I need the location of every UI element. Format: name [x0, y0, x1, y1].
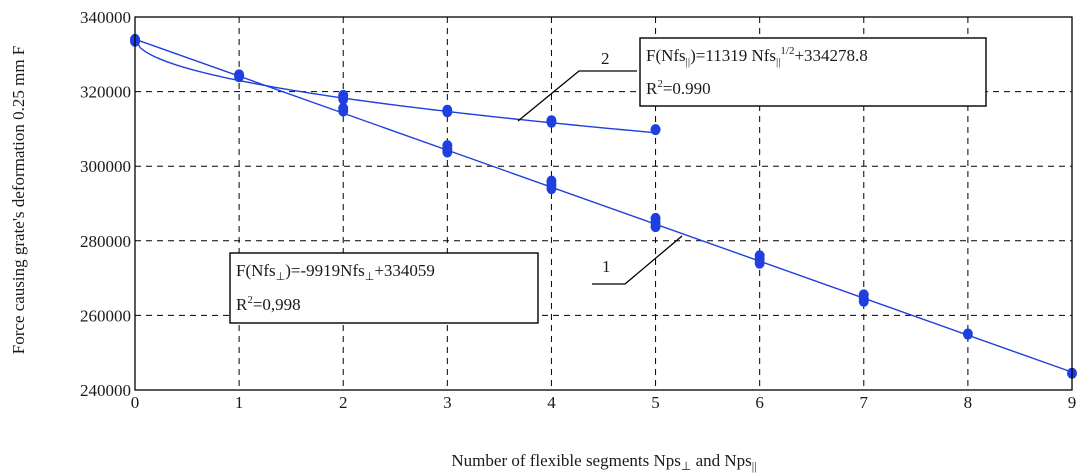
x-axis-title: Number of flexible segments Nps⊥ and Nps…: [451, 451, 756, 473]
series-1-label: 1: [592, 235, 683, 285]
plot-frame: [134, 16, 1073, 391]
series-1-data-point: [650, 221, 661, 233]
series-2-marker-label: 2: [601, 49, 610, 68]
equation-text: F(Nfs⊥)=-9919Nfs⊥+334059: [236, 261, 435, 283]
series-2-label: 2: [517, 49, 637, 122]
equation-box-series-1: F(Nfs⊥)=-9919Nfs⊥+334059 R2=0,998: [229, 252, 539, 324]
series-1-leader-line: [592, 235, 683, 285]
x-tick-label: 4: [547, 393, 556, 412]
equation-box-frame: [229, 252, 539, 324]
series-2-data-point: [234, 71, 245, 83]
series-1-data-point: [338, 105, 349, 117]
y-tick-label: 340000: [80, 8, 131, 27]
x-tick-label: 6: [755, 393, 764, 412]
grid-lines: [135, 17, 1072, 390]
series-1-data-point: [754, 257, 765, 269]
y-axis-title: Force causing grate's deformation 0.25 m…: [9, 46, 28, 355]
x-tick-label: 7: [860, 393, 869, 412]
series-1-data-point: [962, 328, 973, 340]
series-1-marker-label: 1: [602, 257, 611, 276]
series-2-leader-line: [517, 70, 637, 122]
x-tick-label: 9: [1068, 393, 1077, 412]
series-2-data-point: [442, 106, 453, 118]
x-tick-label: 3: [443, 393, 452, 412]
equation-text: F(Nfs||)=11319 Nfs||1/2+334278.8: [646, 45, 868, 68]
series-2-data-point: [650, 124, 661, 136]
y-tick-label: 300000: [80, 157, 131, 176]
x-tick-label: 8: [964, 393, 973, 412]
series-2-data-point: [546, 116, 557, 128]
equation-box-frame: [639, 37, 987, 107]
x-tick-label: 0: [131, 393, 140, 412]
r-squared-text: R2=0,998: [236, 294, 301, 314]
axes: 0 1 2 3 4 5 6 7 8 9 240000 260000 280000 300000 320000…: [80, 8, 1076, 412]
r-squared-text: R2=0.990: [646, 78, 711, 98]
y-tick-label: 260000: [80, 306, 131, 325]
series-1-fit-line: [134, 38, 1073, 373]
x-tick-label: 1: [235, 393, 244, 412]
series-2-fit-curve: [134, 38, 656, 134]
fit-curves: [134, 38, 1073, 373]
x-tick-label: 2: [339, 393, 348, 412]
series-1-data-point: [546, 183, 557, 195]
x-tick-label: 5: [651, 393, 660, 412]
y-tick-label: 280000: [80, 232, 131, 251]
equation-box-series-2: F(Nfs||)=11319 Nfs||1/2+334278.8 R2=0.99…: [639, 37, 987, 107]
data-points: [130, 33, 1077, 379]
y-tick-label: 320000: [80, 83, 131, 102]
series-1-data-point: [442, 146, 453, 158]
series-2-data-point: [338, 93, 349, 105]
y-tick-label: 240000: [80, 381, 131, 400]
series-1-data-point: [858, 295, 869, 307]
